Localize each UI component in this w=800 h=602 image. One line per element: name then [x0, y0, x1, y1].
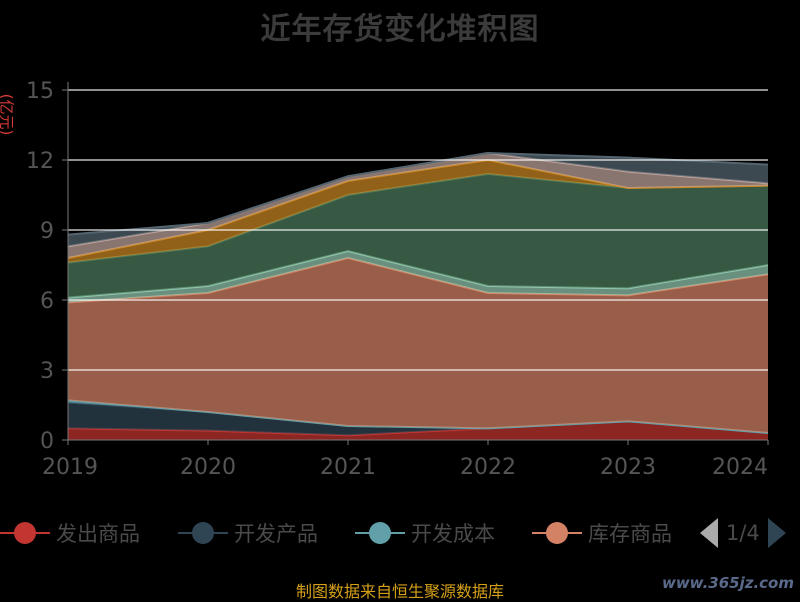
- area-series-5: [68, 174, 768, 298]
- legend-item-2[interactable]: 开发成本: [355, 510, 495, 556]
- x-tick-label: 2020: [180, 455, 236, 480]
- next-page-icon[interactable]: [767, 518, 786, 548]
- legend-item-3[interactable]: 库存商品: [532, 510, 682, 556]
- x-tick-label: 2019: [42, 455, 98, 480]
- legend-label: 开发产品: [234, 522, 318, 546]
- y-tick-label: 9: [40, 219, 54, 244]
- legend-item-1[interactable]: 开发产品: [178, 510, 318, 556]
- legend-label: 开发成本: [411, 522, 495, 546]
- legend-label: 发出商品: [56, 522, 140, 546]
- y-tick-label: 6: [40, 289, 54, 314]
- area-series-1: [68, 402, 768, 436]
- legend-marker-icon: [355, 522, 405, 544]
- x-tick-label: 2021: [320, 455, 376, 480]
- legend: 发出商品 开发产品 开发成本 库存商品: [0, 510, 800, 556]
- legend-marker-icon: [0, 522, 50, 544]
- area-series-3: [68, 258, 768, 433]
- legend-pager: 1/4: [700, 510, 786, 556]
- area-series-6: [68, 160, 768, 263]
- legend-item-0[interactable]: 发出商品: [0, 510, 140, 556]
- line-series-8: [67, 151, 769, 236]
- legend-label: 库存商品: [588, 522, 672, 546]
- prev-page-icon[interactable]: [700, 518, 718, 548]
- area-series-7: [68, 153, 768, 258]
- x-tick-label: 2024: [712, 455, 768, 480]
- area-series-8: [68, 153, 768, 247]
- y-tick-label: 12: [26, 149, 54, 174]
- page-indicator: 1/4: [726, 521, 760, 545]
- y-tick-label: 3: [40, 359, 54, 384]
- legend-marker-icon: [178, 522, 228, 544]
- watermark: www.365jz.com: [661, 574, 794, 592]
- y-tick-label: 15: [26, 79, 54, 104]
- area-series-0: [68, 421, 768, 440]
- stacked-area-chart: 0 3 6 9 12 15 2019 2020 2021 2022 2023 2024: [26, 79, 769, 480]
- area-series-4: [68, 251, 768, 303]
- y-tick-label: 0: [40, 429, 54, 454]
- x-tick-label: 2022: [460, 455, 516, 480]
- data-source-note: 制图数据来自恒生聚源数据库: [295, 582, 504, 601]
- x-tick-label: 2023: [600, 455, 656, 480]
- chart-title: 近年存货变化堆积图: [260, 12, 540, 47]
- legend-marker-icon: [532, 522, 582, 544]
